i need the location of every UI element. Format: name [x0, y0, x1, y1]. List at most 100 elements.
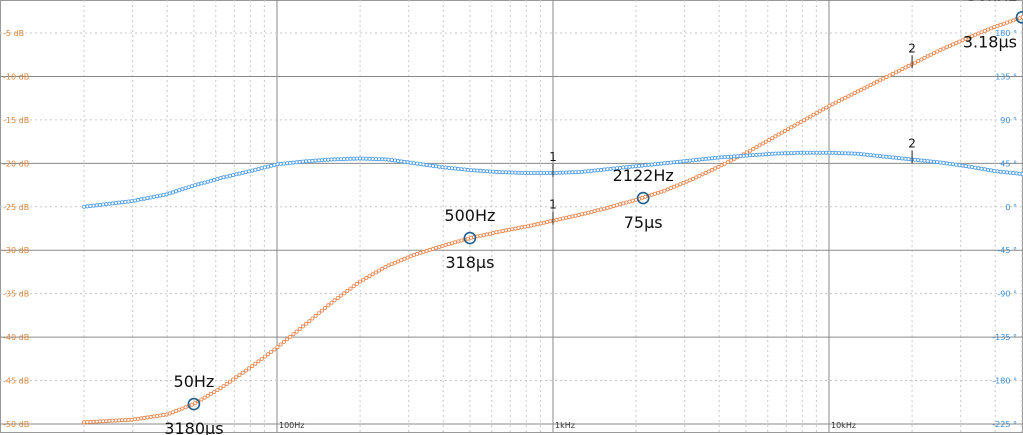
magnitude-point — [446, 242, 451, 247]
magnitude-point — [189, 402, 194, 407]
phase-point — [830, 150, 835, 155]
x-tick-label: 10kHz — [831, 421, 856, 430]
phase-point — [595, 168, 600, 173]
magnitude-point — [843, 95, 848, 100]
phase-point — [167, 191, 172, 196]
magnitude-point — [484, 232, 489, 237]
magnitude-point — [811, 112, 816, 117]
magnitude-point — [494, 230, 499, 235]
magnitude-point — [167, 411, 172, 416]
axis-tick-labels: -5 dB -10 dB -15 dB -20 dB -25 dB -30 dB -35 d… — [3, 29, 1017, 430]
magnitude-point — [687, 178, 692, 183]
magnitude-point — [748, 148, 753, 153]
magnitude-point — [415, 251, 420, 256]
phase-point — [440, 165, 445, 170]
phase-point — [227, 173, 232, 178]
phase-point — [922, 158, 927, 163]
magnitude-point — [202, 395, 207, 400]
magnitude-point — [288, 334, 293, 339]
phase-point — [408, 160, 413, 165]
annotation-time-constant-label: 75µs — [624, 213, 663, 232]
phase-point — [522, 170, 527, 175]
phase-point — [767, 151, 772, 156]
phase-point — [145, 196, 150, 201]
magnitude-point — [852, 91, 857, 96]
phase-point — [668, 160, 673, 165]
phase-point — [88, 203, 93, 208]
magnitude-point — [776, 132, 781, 137]
magnitude-point — [250, 364, 255, 369]
phase-point — [342, 157, 347, 162]
phase-point — [928, 159, 933, 164]
magnitude-point — [767, 137, 772, 142]
magnitude-point — [894, 70, 899, 75]
phase-point — [376, 157, 381, 162]
y-right-tick-label: 0 ° — [1005, 203, 1017, 212]
phase-point — [903, 156, 908, 161]
phase-point — [760, 152, 765, 157]
phase-point — [386, 157, 391, 162]
phase-point — [110, 201, 115, 206]
phase-point — [437, 164, 442, 169]
phase-point — [164, 192, 169, 197]
phase-point — [1011, 170, 1016, 175]
magnitude-point — [855, 89, 860, 94]
magnitude-point — [402, 256, 407, 261]
phase-point — [389, 158, 394, 163]
magnitude-point — [979, 30, 984, 35]
phase-point — [564, 170, 569, 175]
magnitude-point — [316, 311, 321, 316]
annotation-frequency-label: 500Hz — [444, 206, 495, 225]
magnitude-point — [335, 295, 340, 300]
phase-point — [941, 160, 946, 165]
phase-point — [729, 154, 734, 159]
magnitude-point — [478, 233, 483, 238]
phase-point — [240, 170, 245, 175]
magnitude-point — [694, 175, 699, 180]
phase-point — [399, 159, 404, 164]
magnitude-point — [285, 337, 290, 342]
magnitude-point — [865, 84, 870, 89]
magnitude-point — [722, 161, 727, 166]
magnitude-point — [259, 356, 264, 361]
phase-point — [107, 201, 112, 206]
magnitude-point — [928, 52, 933, 57]
magnitude-point — [510, 227, 515, 232]
phase-point — [817, 150, 822, 155]
cursor-marker-label: 2 — [908, 41, 916, 55]
magnitude-point — [329, 300, 334, 305]
phase-point — [894, 155, 899, 160]
magnitude-point — [545, 219, 550, 224]
phase-point — [453, 166, 458, 171]
phase-point — [602, 167, 607, 172]
magnitude-point — [437, 244, 442, 249]
magnitude-point — [868, 83, 873, 88]
magnitude-point — [595, 208, 600, 213]
phase-point — [189, 184, 194, 189]
magnitude-point — [599, 207, 604, 212]
phase-point — [1017, 171, 1022, 176]
phase-point — [662, 161, 667, 166]
y-right-tick-label: 180 ° — [995, 29, 1017, 38]
phase-point — [497, 170, 502, 175]
magnitude-point — [935, 49, 940, 54]
phase-point — [1001, 169, 1006, 174]
phase-point — [789, 151, 794, 156]
series-layer — [82, 15, 1023, 425]
magnitude-point — [719, 163, 724, 168]
phase-point — [529, 170, 534, 175]
phase-point — [754, 152, 759, 157]
magnitude-point — [833, 100, 838, 105]
phase-point — [177, 188, 182, 193]
magnitude-point — [827, 103, 832, 108]
magnitude-point — [963, 36, 968, 41]
magnitude-point — [897, 68, 902, 73]
y-right-tick-label: 135 ° — [995, 72, 1017, 81]
phase-point — [678, 159, 683, 164]
magnitude-point — [383, 264, 388, 269]
magnitude-point — [763, 139, 768, 144]
phase-point — [741, 153, 746, 158]
magnitude-point — [792, 123, 797, 128]
phase-point — [154, 194, 159, 199]
phase-point — [519, 170, 524, 175]
